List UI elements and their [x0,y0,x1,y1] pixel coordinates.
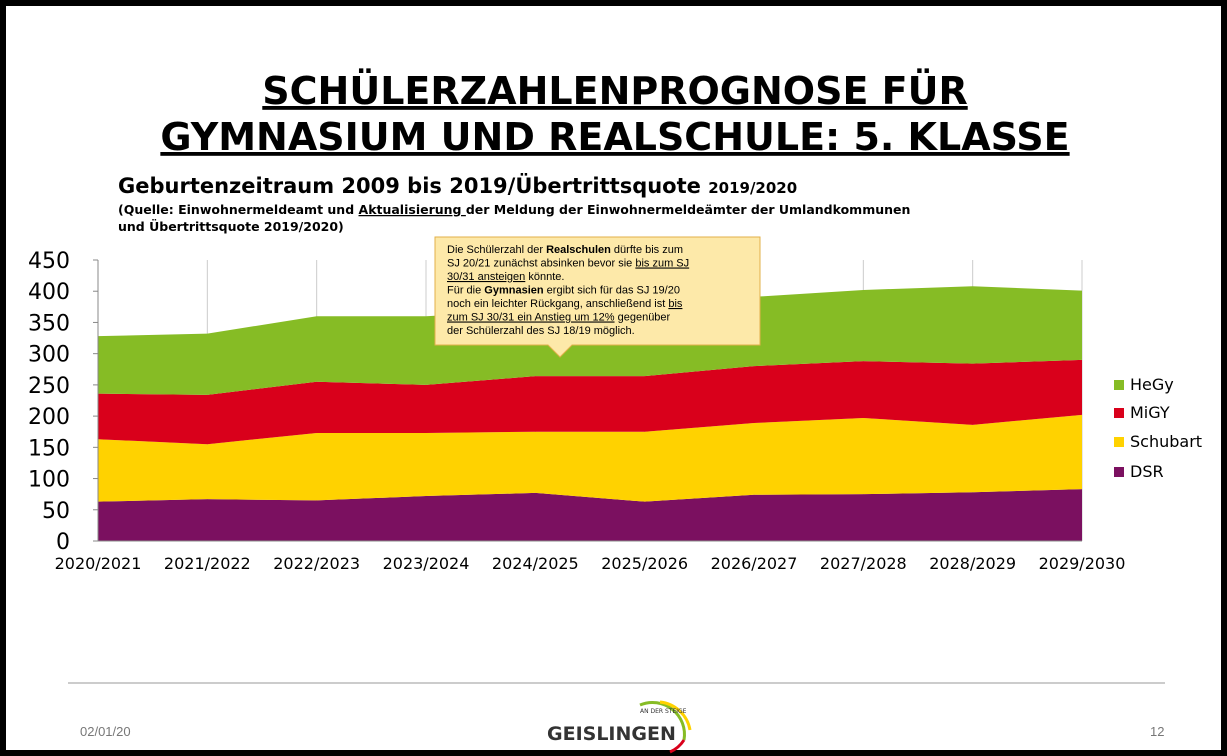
logo-text: GEISLINGEN [547,723,676,745]
text-segment: bis zum SJ [635,258,689,270]
x-tick-label: 2025/2026 [601,554,688,573]
y-tick-label: 50 [42,499,70,524]
x-tick-label: 2029/2030 [1039,554,1126,573]
title-line: GYMNASIUM UND REALSCHULE: 5. KLASSE [160,115,1069,159]
x-tick-label: 2027/2028 [820,554,907,573]
callout-box [434,236,761,358]
text-segment: bis [668,298,683,310]
area [98,414,1082,502]
callout-line: Die Schülerzahl der Realschulen dürfte b… [447,244,683,256]
source: (Quelle: Einwohnermeldeamt und Aktualisi… [118,202,910,217]
legend-label: HeGy [1130,375,1174,394]
logo: AN DER STEIGE GEISLINGEN [547,700,692,754]
y-tick-label: 400 [28,280,70,305]
page-number: 12 [1150,724,1164,739]
text-segment: Realschulen [546,244,611,256]
x-tick-label: 2020/2021 [55,554,142,573]
callout-line: der Schülerzahl des SJ 18/19 möglich. [447,325,635,337]
y-tick-label: 350 [28,311,70,336]
legend-label: MiGY [1130,403,1170,422]
logo-small: AN DER STEIGE [640,708,687,715]
callout-line: noch ein leichter Rückgang, anschließend… [447,298,683,310]
area [98,359,1082,445]
y-tick-label: 150 [28,436,70,461]
x-tick-label: 2022/2023 [273,554,360,573]
text-segment: Aktualisierung [359,202,466,217]
legend-label: Schubart [1130,432,1202,451]
legend-swatch [1114,408,1124,418]
subtitle-main: Geburtenzeitraum 2009 bis 2019/Übertritt… [118,173,701,198]
text-segment: Die Schülerzahl der [447,244,546,256]
chart: 0 50 100 150 200 250 300 350 400 450 2020/2021 2021… [28,236,1202,573]
callout-line: Für die Gymnasien ergibt sich für das SJ… [447,285,680,297]
legend-swatch [1114,467,1124,477]
text-segment: (Quelle: Einwohnermeldeamt und [118,202,359,217]
legend-swatch [1114,380,1124,390]
y-tick-label: 100 [28,468,70,493]
subtitle: Geburtenzeitraum 2009 bis 2019/Übertritt… [118,173,797,198]
y-tick-label: 250 [28,374,70,399]
callout-line: 30/31 ansteigen könnte. [447,271,564,283]
x-tick-label: 2028/2029 [929,554,1016,573]
text-segment: der Meldung der Einwohnermeldeämter der … [466,202,911,217]
text-segment: könnte. [525,271,564,283]
legend-label: DSR [1130,462,1164,481]
text-segment: der Schülerzahl des SJ 18/19 möglich. [447,325,635,337]
x-tick-label: 2021/2022 [164,554,251,573]
text-segment: SJ 20/21 zunächst absinken bevor sie [447,258,635,270]
y-tick-label: 300 [28,343,70,368]
text-segment: Für die [447,285,484,297]
text-segment: Gymnasien [484,285,544,297]
callout-line: SJ 20/21 zunächst absinken bevor sie bis… [447,258,689,270]
area [98,489,1082,541]
x-tick-label: 2026/2027 [711,554,798,573]
text-segment: zum SJ 30/31 ein Anstieg um 12% [447,312,615,324]
text-segment: noch ein leichter Rückgang, anschließend… [447,298,668,310]
text-segment: ergibt sich für das SJ 19/20 [544,285,680,297]
text-segment: gegenüber [615,312,671,324]
subtitle-small: 2019/2020 [708,179,797,197]
text-segment: dürfte bis zum [611,244,683,256]
y-tick-label: 200 [28,405,70,430]
text-segment: 30/31 ansteigen [447,271,525,283]
callout-line: zum SJ 30/31 ein Anstieg um 12% gegenübe… [447,312,671,324]
footer-date: 02/01/20 [80,724,131,739]
x-tick-label: 2023/2024 [383,554,470,573]
y-tick-label: 0 [56,530,70,555]
y-tick-label: 450 [28,249,70,274]
x-tick-label: 2024/2025 [492,554,579,573]
legend-swatch [1114,437,1124,447]
source: und Übertrittsquote 2019/2020) [118,219,344,234]
title-line: SCHÜLERZAHLENPROGNOSE FÜR [262,69,967,113]
